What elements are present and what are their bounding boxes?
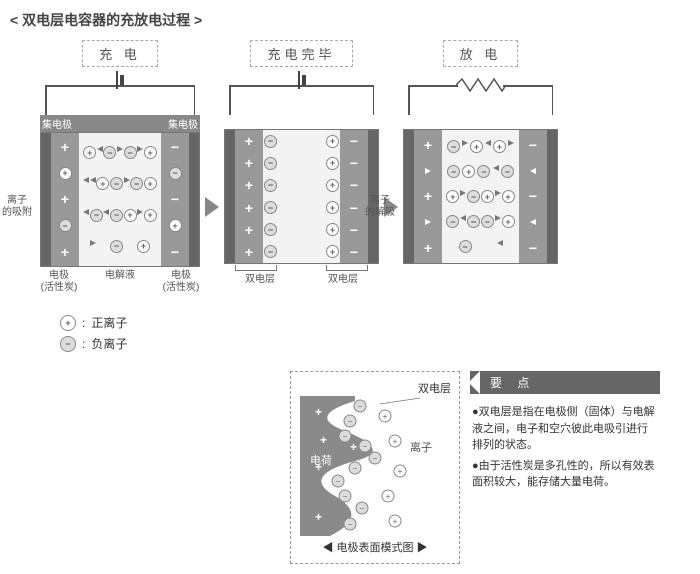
inset-caption: ◀ 电极表面模式图 ▶ (299, 539, 451, 555)
svg-text:+: + (350, 440, 357, 454)
stage-charged-label: 充电完毕 (250, 40, 352, 67)
cell-charged: ++++++ −−−−−− ++++++ −−−−−− (224, 129, 379, 264)
svg-text:+: + (393, 517, 398, 526)
svg-text:−: − (373, 454, 378, 463)
legend: + : 正离子 − : 负离子 (60, 314, 127, 356)
inset-dl-label: 双电层 (299, 380, 451, 396)
diagram-title: < 双电层电容器的充放电过程 > (10, 10, 690, 30)
svg-text:−: − (343, 432, 348, 441)
electrolyte-label: 电解液 (78, 270, 162, 294)
svg-text:−: − (353, 464, 358, 473)
dl-label-l: 双电层 (234, 274, 286, 286)
stages-row: 充 电 离子 的吸附 集电极 集电极 + + + (10, 40, 690, 294)
svg-text:−: − (348, 520, 353, 529)
arrow-1 (205, 197, 219, 217)
keypoint-p2: ●由于活性炭是多孔性的，所以有效表面积较大，能存储大量电荷。 (472, 458, 658, 491)
cell-charging: + + + − + +− −+ +− −+− −+ +−+ − − (40, 132, 200, 267)
keypoint-header: 要 点 (470, 371, 660, 394)
svg-text:+: + (393, 437, 398, 446)
stage-charged: 充电完毕 ++++++ −−−−−− (224, 40, 379, 286)
stage-charging: 充 电 离子 的吸附 集电极 集电极 + + + (40, 40, 200, 294)
battery-icon-2 (298, 71, 306, 89)
dl-label-r: 双电层 (317, 274, 369, 286)
resistor-icon (456, 77, 506, 96)
svg-text:+: + (398, 467, 403, 476)
collector-label-right: 集电极 (168, 116, 198, 131)
inset-charge-label: 电荷 (310, 454, 332, 467)
stage-discharging: 放 电 离子 的解吸 + + + −++ (403, 40, 558, 264)
svg-text:−: − (363, 442, 368, 451)
svg-text:+: + (383, 412, 388, 421)
desorption-label: 离子 的解吸 (365, 195, 395, 219)
cell-discharging: + + + −++ −+− −+−+ +−− −+− − − − (403, 129, 558, 264)
svg-text:−: − (348, 417, 353, 426)
legend-pos: 正离子 (91, 314, 127, 331)
svg-text:+: + (386, 492, 391, 501)
inset-ion-label: 离子 (410, 440, 432, 454)
svg-text:+: + (315, 510, 322, 524)
svg-text:+: + (335, 415, 342, 429)
svg-text:−: − (343, 492, 348, 501)
adsorption-label: 离子 的吸附 (2, 195, 32, 219)
svg-text:+: + (315, 405, 322, 419)
keypoint-box: 要 点 ●双电层是指在电极侧（固体）与电解液之间，电子和空穴彼此电吸引进行排列的… (470, 371, 660, 564)
inset-diagram: 双电层 + + + + + + + + −−− −−− −−−− (290, 371, 460, 564)
legend-neg: 负离子 (91, 335, 127, 352)
svg-text:−: − (358, 402, 363, 411)
electrode-label-r: 电极 (活性炭) (162, 270, 200, 294)
battery-icon (116, 71, 124, 89)
svg-text:−: − (360, 504, 365, 513)
collector-label-left: 集电极 (42, 116, 72, 131)
stage-discharging-label: 放 电 (443, 40, 519, 67)
svg-text:+: + (348, 500, 355, 514)
svg-text:+: + (320, 433, 327, 447)
svg-text:−: − (336, 477, 341, 486)
keypoint-p1: ●双电层是指在电极侧（固体）与电解液之间，电子和空穴彼此电吸引进行排列的状态。 (472, 404, 658, 454)
stage-charging-label: 充 电 (82, 40, 158, 67)
electrode-label-l: 电极 (活性炭) (40, 270, 78, 294)
